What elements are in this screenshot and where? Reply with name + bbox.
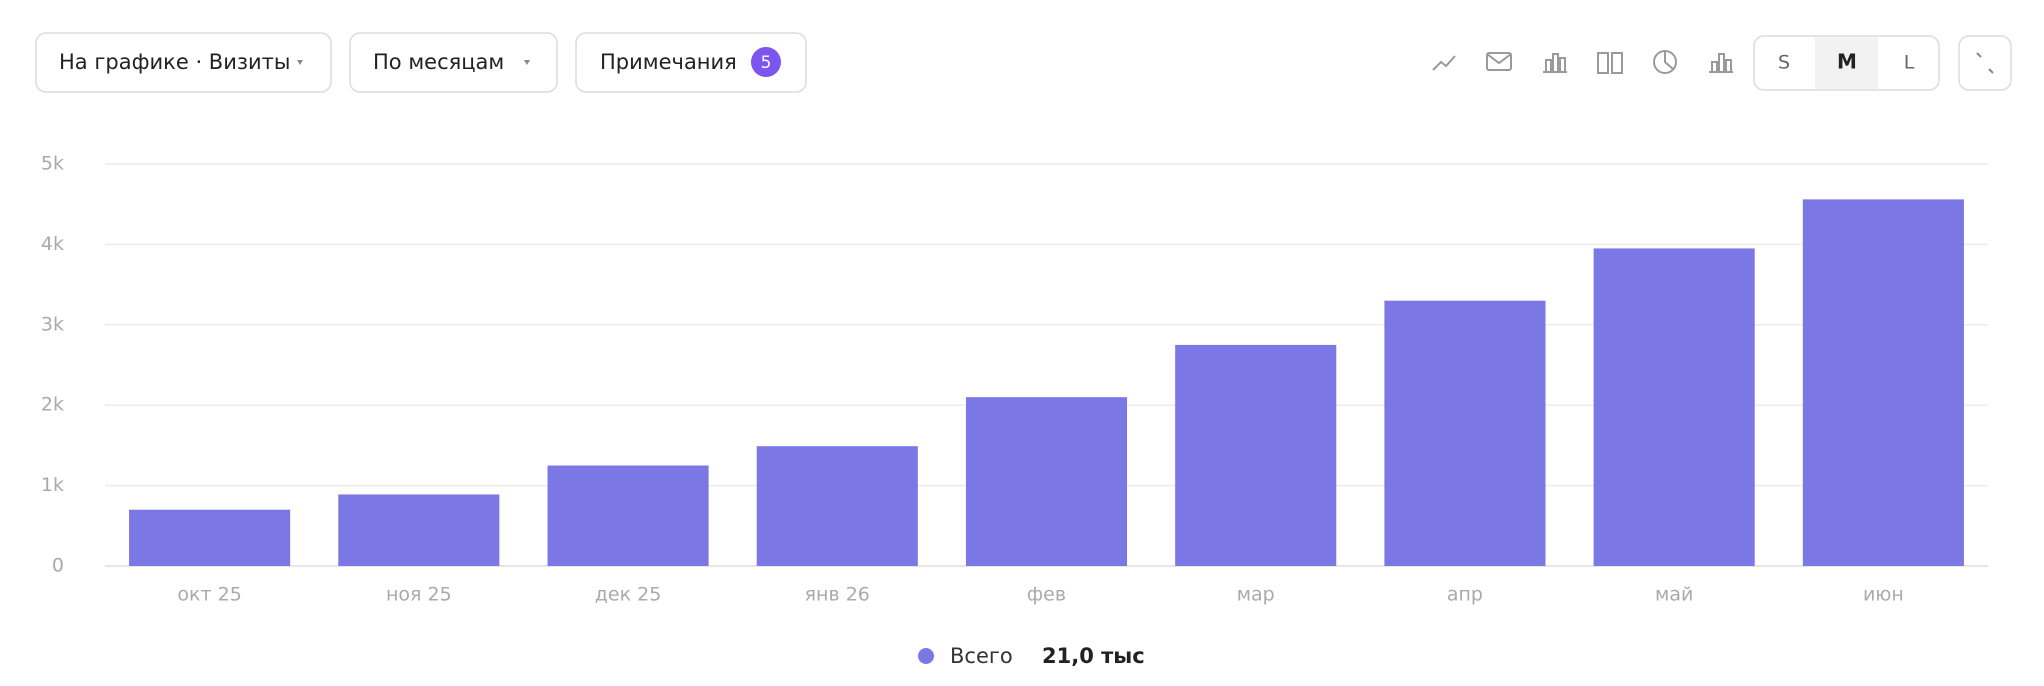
plot: 0 1k 2k 3k 4k 5k окт 25 ноя 25 дек 25 янв 26 фев ма… bbox=[41, 153, 1988, 668]
columns-icon[interactable] bbox=[1597, 52, 1623, 74]
expand-button[interactable] bbox=[1958, 35, 2012, 91]
y-tick-label: 1k bbox=[41, 474, 64, 496]
x-tick-label: янв 26 bbox=[805, 584, 870, 606]
button-label: По месяцам bbox=[373, 50, 504, 74]
button[interactable] bbox=[35, 32, 332, 93]
legend-total: 21,0 тыс bbox=[1042, 644, 1145, 668]
bar bbox=[338, 494, 500, 566]
line-icon[interactable] bbox=[1432, 55, 1456, 71]
notes-button[interactable]: Примечания 5 bbox=[575, 32, 807, 93]
y-tick-label: 2k bbox=[41, 394, 64, 416]
bar bbox=[1802, 199, 1964, 566]
x-tick-label: дек 25 bbox=[595, 584, 662, 606]
x-tick-label: окт 25 bbox=[177, 584, 241, 606]
mail-icon-flap bbox=[1486, 53, 1512, 65]
expand-icon bbox=[1976, 52, 1994, 74]
chart-type-icons bbox=[1432, 50, 1733, 74]
button-label: На графике · Визиты bbox=[59, 50, 290, 74]
y-tick-label: 4k bbox=[41, 233, 64, 255]
button-label: Примечания bbox=[600, 50, 737, 74]
x-tick-label: ноя 25 bbox=[386, 584, 452, 606]
bar bbox=[1175, 344, 1337, 566]
bar bbox=[129, 509, 291, 566]
x-tick-label: май bbox=[1655, 584, 1693, 606]
y-tick-label: 0 bbox=[52, 555, 64, 577]
button[interactable] bbox=[1958, 35, 2012, 91]
button[interactable] bbox=[575, 32, 807, 93]
size-selected bbox=[1815, 37, 1878, 89]
bar bbox=[756, 446, 918, 566]
x-tick-label: фев bbox=[1027, 584, 1066, 606]
bar bbox=[965, 397, 1128, 566]
mail-icon[interactable] bbox=[1486, 52, 1512, 71]
size-m[interactable]: M bbox=[1837, 50, 1857, 74]
series-select[interactable]: На графике · Визиты bbox=[35, 32, 332, 93]
x-tick-label: мар bbox=[1237, 584, 1275, 606]
size-l[interactable]: L bbox=[1904, 52, 1915, 74]
bar-icon-2[interactable] bbox=[1709, 53, 1733, 73]
bar bbox=[1593, 248, 1755, 567]
bar bbox=[547, 465, 709, 566]
size-toggle: S M L bbox=[1753, 35, 1940, 91]
legend-marker bbox=[918, 648, 934, 664]
x-tick-label: июн bbox=[1863, 584, 1904, 606]
legend-label: Всего bbox=[950, 644, 1013, 668]
y-tick-label: 5k bbox=[41, 153, 64, 175]
x-tick-label: апр bbox=[1447, 584, 1483, 606]
pie-icon-hand bbox=[1664, 51, 1674, 70]
y-tick-label: 3k bbox=[41, 313, 64, 335]
badge bbox=[751, 47, 781, 77]
bar bbox=[1384, 300, 1546, 566]
badge-count: 5 bbox=[761, 53, 772, 73]
bar-icon[interactable] bbox=[1543, 53, 1567, 73]
caret bbox=[524, 60, 530, 65]
size-s[interactable]: S bbox=[1778, 52, 1790, 74]
caret bbox=[297, 60, 303, 65]
period-select[interactable]: По месяцам bbox=[349, 32, 558, 93]
button[interactable] bbox=[349, 32, 558, 93]
